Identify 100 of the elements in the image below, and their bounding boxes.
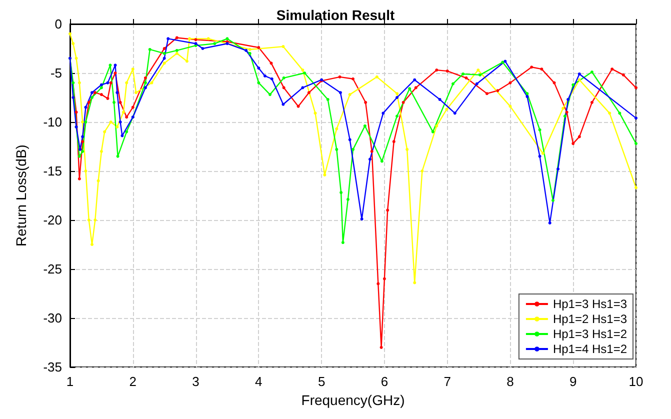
point (382, 277, 386, 280)
line-series (68, 32, 638, 284)
point (144, 76, 147, 80)
point (114, 64, 117, 67)
point (282, 102, 285, 106)
point (566, 98, 570, 101)
point (413, 78, 416, 82)
y-tick-label: -20 (43, 212, 62, 228)
point (375, 75, 378, 78)
point (338, 91, 342, 94)
point (608, 112, 612, 115)
x-tick-label: 7 (444, 374, 451, 389)
point (166, 37, 170, 40)
point (81, 140, 84, 144)
point (81, 135, 84, 138)
point (100, 93, 103, 96)
x-tick-label: 5 (318, 374, 326, 389)
point (116, 154, 120, 158)
point (162, 52, 166, 55)
point (268, 93, 272, 96)
point (248, 48, 252, 51)
point (368, 158, 372, 161)
point (100, 86, 103, 90)
point (451, 82, 454, 86)
point (476, 68, 480, 72)
x-tick-label: 8 (506, 374, 514, 389)
point (78, 177, 81, 180)
point (84, 170, 88, 172)
y-tick-label: -15 (43, 164, 62, 178)
point (352, 77, 354, 80)
point (475, 82, 478, 86)
point (414, 86, 418, 90)
point (81, 150, 84, 153)
point (114, 72, 117, 74)
point (326, 98, 330, 101)
point (485, 92, 488, 96)
y-tick-label: -5 (50, 66, 62, 80)
point (413, 281, 416, 284)
point (380, 160, 384, 163)
point (526, 92, 529, 96)
point (106, 81, 110, 84)
x-tick-label: 4 (255, 374, 262, 389)
point (103, 130, 106, 134)
point (323, 173, 326, 176)
point (78, 154, 81, 158)
point (162, 47, 166, 50)
point (402, 100, 405, 104)
point (282, 45, 285, 48)
point (282, 76, 286, 80)
point (122, 110, 125, 114)
point (364, 100, 368, 104)
point (131, 68, 134, 71)
point (363, 124, 366, 128)
point (94, 218, 97, 222)
point (257, 46, 260, 50)
point (72, 42, 75, 46)
point (84, 120, 88, 124)
x-tick-label: 2 (129, 374, 137, 389)
point (226, 37, 229, 40)
legend-label: Hp1=2 Hs1=3 (552, 312, 628, 326)
point (634, 186, 638, 190)
chart-title: Simulation Result (276, 7, 395, 23)
point (552, 81, 556, 84)
point (150, 81, 154, 84)
point (578, 78, 581, 82)
point (162, 56, 166, 60)
point (346, 198, 350, 201)
point (213, 42, 216, 46)
point (420, 170, 424, 172)
point (74, 110, 78, 114)
point (590, 100, 594, 104)
point (370, 150, 374, 153)
point (301, 68, 304, 72)
point (72, 96, 75, 99)
point (396, 114, 399, 118)
point (610, 68, 614, 71)
point (206, 37, 210, 40)
point (87, 218, 90, 222)
y-tick-label: 0 (54, 16, 62, 32)
y-axis-title: Return Loss(dB) (13, 144, 29, 246)
point (438, 98, 442, 101)
point (634, 142, 638, 146)
x-tick-label: 1 (66, 374, 74, 389)
point (634, 86, 638, 90)
point (348, 93, 352, 96)
x-tick-label: 10 (628, 374, 644, 389)
point (185, 60, 188, 63)
y-tick-label: -25 (43, 262, 62, 276)
point (548, 221, 552, 224)
x-tick-label: 3 (192, 374, 200, 389)
point (540, 68, 544, 71)
point (257, 81, 260, 84)
point (120, 134, 124, 138)
point (303, 72, 306, 74)
point (263, 74, 266, 78)
point (538, 154, 542, 158)
point (622, 73, 625, 76)
point (118, 120, 122, 124)
point (87, 100, 90, 104)
point (109, 120, 112, 124)
